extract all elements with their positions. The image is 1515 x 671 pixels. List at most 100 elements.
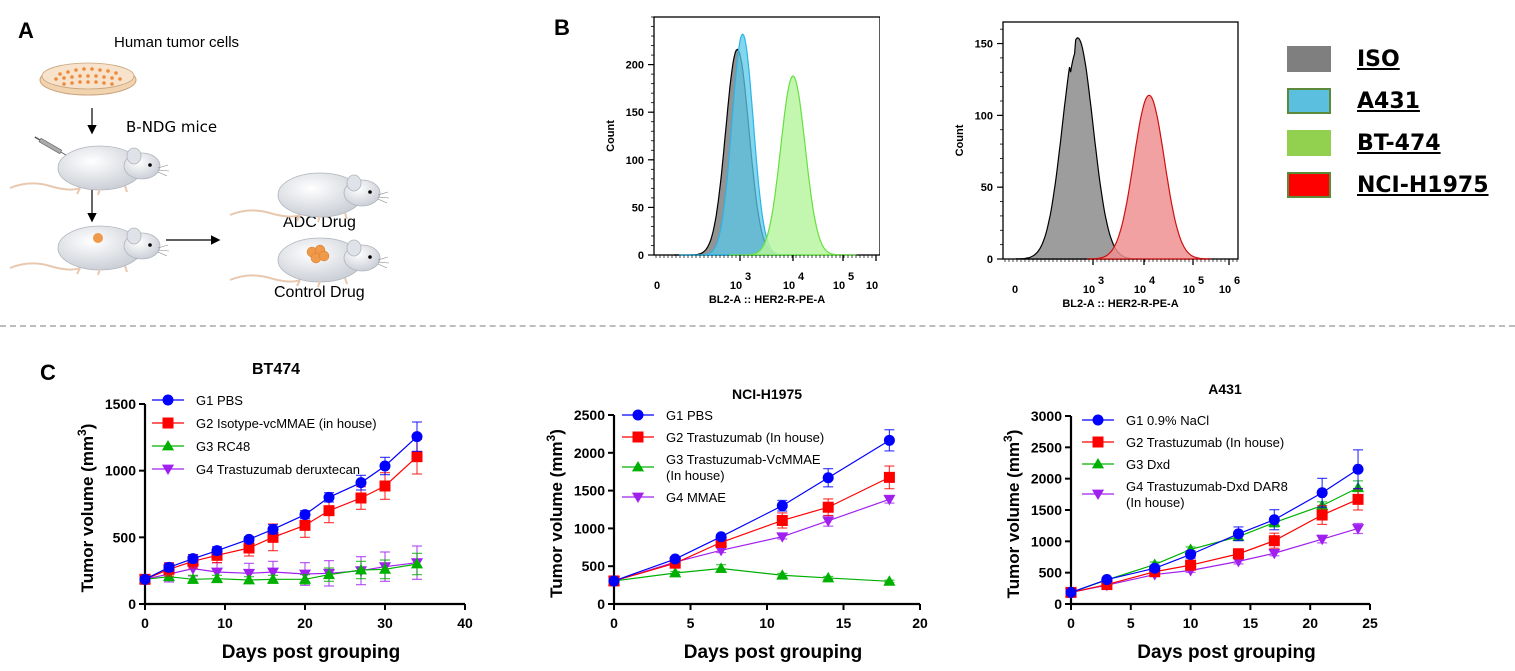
marker-circle xyxy=(669,553,681,565)
marker-triangle-down xyxy=(715,545,728,557)
x-tick-label: 105 xyxy=(833,271,854,292)
flow-histogram-1: 0501001502000103104105106BL2-A :: HER2-R… xyxy=(605,16,880,306)
legend-label-bt474: BT-474 xyxy=(1357,130,1441,156)
series-3 xyxy=(607,562,896,586)
series-3 xyxy=(138,552,424,585)
y-tick-label: 1000 xyxy=(574,520,605,536)
marker-triangle-up xyxy=(822,571,835,583)
x-tick-base: 10 xyxy=(783,280,795,292)
marker-square xyxy=(1268,535,1280,547)
x-axis-label: Days post grouping xyxy=(222,642,400,663)
y-tick-label: 1000 xyxy=(1031,533,1062,549)
legend-label-iso: ISO xyxy=(1357,46,1400,72)
legend-item: G3 RC48 xyxy=(152,439,250,454)
marker-triangle-up xyxy=(161,439,175,451)
marker-square xyxy=(243,542,255,554)
series-line xyxy=(613,498,890,582)
x-tick-label: 10 xyxy=(759,615,775,631)
x-tick-base: 10 xyxy=(1083,284,1095,296)
legend-item-bt474: BT-474 xyxy=(1287,124,1489,162)
label-bndg-mice: B-NDG mice xyxy=(126,118,218,136)
legend-label: G2 Trastuzumab (In house) xyxy=(666,430,824,445)
x-axis-label: Days post grouping xyxy=(684,642,862,663)
marker-triangle-down xyxy=(883,494,896,506)
marker-square xyxy=(1232,548,1244,560)
x-tick-label: 105 xyxy=(1183,275,1204,296)
x-axis-label: BL2-A :: HER2-R-PE-A xyxy=(1062,298,1178,310)
y-tick-label: 1500 xyxy=(574,483,605,499)
marker-square xyxy=(1316,509,1328,521)
x-tick-label: 15 xyxy=(836,615,852,631)
marker-square xyxy=(323,505,335,517)
legend-label: G1 0.9% NaCl xyxy=(1126,413,1209,428)
x-tick-base: 0 xyxy=(654,280,660,292)
y-axis-label: Tumor volume (mm3) xyxy=(1001,430,1023,599)
marker-triangle-up xyxy=(410,557,424,569)
histogram-nci-h1975 xyxy=(1087,94,1211,260)
marker-square xyxy=(822,501,834,513)
y-axis-label-close: ) xyxy=(547,429,566,435)
y-axis-label: Count xyxy=(954,124,966,156)
panel-b-letter: B xyxy=(554,15,570,40)
line-chart-bt474: BT474 0 500 1000 1500 0 10 20 30 40 Days post grou… xyxy=(75,361,473,663)
x-tick-exp: 3 xyxy=(1098,275,1104,287)
y-axis-label-text: Tumor volume (mm xyxy=(1004,442,1023,598)
histogram-bt-474 xyxy=(729,75,857,256)
x-tick-label: 15 xyxy=(1243,615,1259,631)
label-control-drug: Control Drug xyxy=(274,284,365,301)
series-line xyxy=(613,439,890,582)
marker-triangle-up xyxy=(776,569,789,580)
x-tick-exp: 5 xyxy=(848,271,854,283)
marker-triangle-up xyxy=(631,460,645,472)
series-1 xyxy=(608,429,895,587)
y-tick-label: 1000 xyxy=(105,463,136,479)
legend-item: G1 0.9% NaCl xyxy=(1082,413,1209,428)
marker-triangle-up xyxy=(715,562,728,573)
series-line xyxy=(1070,468,1359,593)
panel-a-letter: A xyxy=(18,18,34,43)
x-tick-label: 106 xyxy=(1219,275,1240,296)
y-tick-label: 50 xyxy=(632,202,644,214)
x-tick-label: 103 xyxy=(1083,275,1104,296)
marker-circle xyxy=(379,460,391,472)
legend-item: G2 Isotype-vcMMAE (in house) xyxy=(152,416,377,431)
x-tick-base: 10 xyxy=(1219,284,1231,296)
marker-circle xyxy=(163,561,175,573)
label-human-tumor-cells: Human tumor cells xyxy=(114,34,240,51)
line-chart-nci-h1975: NCI-H1975 0 500 1000 1500 2000 2500 0 5 10 15 20 Day… xyxy=(544,386,928,663)
marker-triangle-down xyxy=(1091,489,1105,501)
legend-swatch-bt474 xyxy=(1287,130,1331,156)
x-tick-base: 10 xyxy=(1183,284,1195,296)
marker-circle xyxy=(267,523,279,535)
marker-triangle-up xyxy=(322,568,336,580)
marker-triangle-up xyxy=(1091,457,1105,469)
legend-item: G3 Trastuzumab-VcMMAE(In house) xyxy=(622,452,821,483)
x-tick-exp: 4 xyxy=(1149,275,1156,287)
y-tick-label: 2000 xyxy=(1031,471,1062,487)
marker-triangle-down xyxy=(186,564,200,575)
y-axis-label-sup: 3 xyxy=(1001,435,1015,442)
x-tick-base: 10 xyxy=(833,280,845,292)
marker-triangle-down xyxy=(1232,556,1245,568)
y-axis-label-close: ) xyxy=(78,424,97,430)
marker-circle xyxy=(139,573,151,585)
marker-circle xyxy=(1092,414,1104,426)
marker-triangle-down xyxy=(161,464,175,476)
x-tick-label: 0 xyxy=(1012,284,1018,296)
x-tick-exp: 3 xyxy=(745,271,751,283)
series-line xyxy=(1070,527,1359,593)
y-tick-label: 100 xyxy=(626,155,644,167)
y-tick-label: 1500 xyxy=(105,396,136,412)
legend-item: G2 Trastuzumab (In house) xyxy=(622,430,824,445)
series-1 xyxy=(139,421,423,585)
y-tick-label: 0 xyxy=(638,250,644,262)
marker-circle xyxy=(1232,528,1244,540)
marker-circle xyxy=(323,491,335,503)
marker-triangle-down xyxy=(266,567,280,579)
y-tick-label: 500 xyxy=(1039,565,1063,581)
y-tick-label: 100 xyxy=(975,110,993,122)
x-tick-exp: 5 xyxy=(1198,275,1204,287)
marker-circle xyxy=(1268,514,1280,526)
y-tick-label: 0 xyxy=(987,254,993,266)
marker-circle xyxy=(632,409,644,421)
